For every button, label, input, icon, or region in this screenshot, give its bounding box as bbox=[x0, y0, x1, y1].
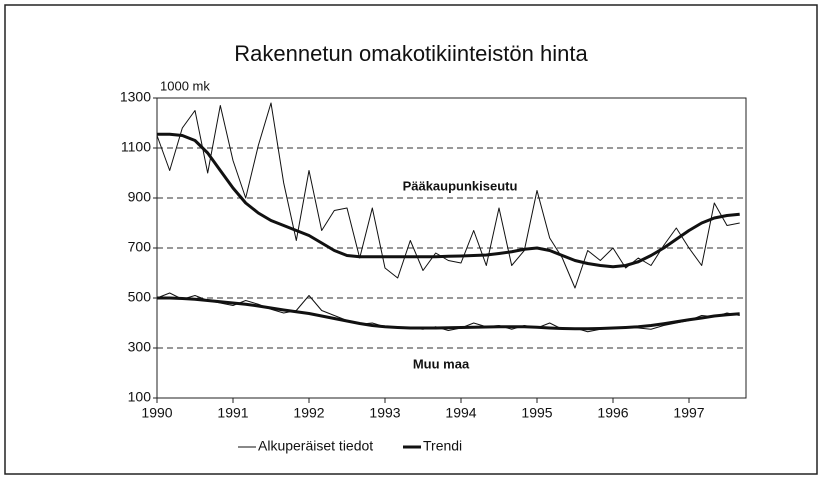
y-axis-label: 1000 mk bbox=[160, 78, 210, 93]
trend-line bbox=[157, 132, 740, 269]
chart-title: Rakennetun omakotikiinteistön hinta bbox=[234, 41, 588, 66]
trend-line bbox=[157, 296, 740, 331]
x-tick-label: 1992 bbox=[293, 405, 324, 421]
y-tick-label: 300 bbox=[128, 339, 152, 355]
x-tick-label: 1991 bbox=[217, 405, 248, 421]
y-tick-label: 1300 bbox=[120, 89, 151, 105]
frame bbox=[4, 4, 818, 475]
series-label: Pääkaupunkiseutu bbox=[403, 178, 518, 193]
x-tick-label: 1996 bbox=[597, 405, 628, 421]
x-tick-label: 1997 bbox=[673, 405, 704, 421]
x-tick-label: 1990 bbox=[141, 405, 172, 421]
legend-label: Trendi bbox=[423, 438, 462, 454]
y-tick-label: 700 bbox=[128, 239, 152, 255]
x-tick-label: 1995 bbox=[521, 405, 552, 421]
y-tick-label: 900 bbox=[128, 189, 152, 205]
data-line bbox=[156, 102, 740, 289]
y-tick-label: 100 bbox=[128, 389, 152, 405]
y-tick-label: 500 bbox=[128, 289, 152, 305]
plot-border bbox=[156, 97, 747, 399]
series-label: Muu maa bbox=[413, 356, 470, 371]
y-tick-label: 1100 bbox=[121, 139, 151, 155]
x-tick-label: 1993 bbox=[369, 405, 400, 421]
x-tick-label: 1994 bbox=[445, 405, 476, 421]
data-line bbox=[156, 292, 740, 333]
legend-label: Alkuperäiset tiedot bbox=[258, 438, 373, 454]
